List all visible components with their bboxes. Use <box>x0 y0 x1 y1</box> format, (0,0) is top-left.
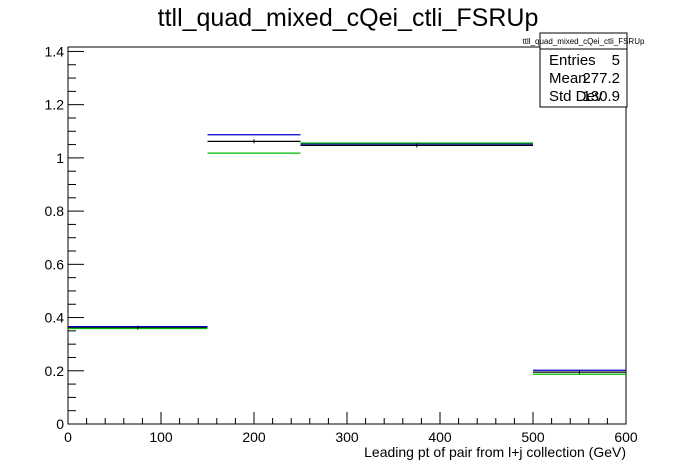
stats-mean-value: 277.2 <box>582 70 620 87</box>
y-tick-label: 0 <box>56 416 64 432</box>
x-tick-label: 0 <box>64 429 72 445</box>
x-tick-label: 200 <box>242 429 266 445</box>
x-axis-label: Leading pt of pair from l+j collection (… <box>364 444 626 460</box>
x-tick-label: 600 <box>614 429 638 445</box>
y-tick-label: 0.8 <box>45 203 65 219</box>
stats-entries-label: Entries <box>549 52 596 69</box>
x-tick-label: 100 <box>149 429 173 445</box>
x-tick-label: 400 <box>428 429 452 445</box>
stats-box: ttll_quad_mixed_cQei_ctli_FSRUp Entries … <box>523 32 645 108</box>
stats-stddev-label: Std Dev <box>549 88 603 105</box>
series-layer <box>68 134 626 375</box>
y-tick-label: 0.6 <box>45 256 65 272</box>
stats-box-frame <box>539 32 628 108</box>
stats-mean-label: Mean <box>549 70 587 87</box>
y-tick-label: 0.2 <box>45 363 65 379</box>
x-axis: 0 100 200 300 400 500 600 <box>64 412 638 445</box>
chart-title: ttll_quad_mixed_cQei_ctli_FSRUp <box>158 4 539 32</box>
stats-box-title: ttll_quad_mixed_cQei_ctli_FSRUp <box>523 37 645 46</box>
x-tick-label: 300 <box>335 429 359 445</box>
x-tick-label: 500 <box>521 429 545 445</box>
y-axis: 0 0.2 0.4 0.6 0.8 1 1.2 1.4 <box>45 43 84 432</box>
y-tick-label: 0.4 <box>45 310 65 326</box>
stats-entries-value: 5 <box>612 52 620 69</box>
y-tick-label: 1.4 <box>45 43 65 59</box>
stats-stddev-value: 130.9 <box>582 88 620 105</box>
y-tick-label: 1 <box>56 150 64 166</box>
y-tick-label: 1.2 <box>45 97 65 113</box>
